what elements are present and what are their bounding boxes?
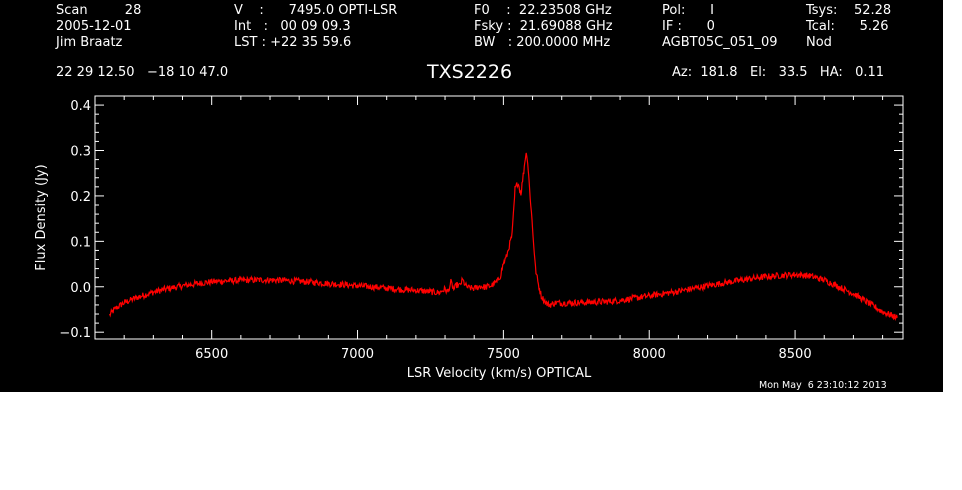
lst-line: LST : +22 35 59.6 — [234, 35, 352, 50]
bandwidth-line: BW : 200.0000 MHz — [474, 35, 611, 50]
if-line: IF : 0 — [662, 19, 715, 34]
plot-frame — [94, 95, 904, 340]
spectrum-trace — [109, 152, 898, 322]
tcal-line: Tcal: 5.26 — [806, 19, 889, 34]
scan-line: Scan 28 — [56, 3, 142, 18]
y-tick-label: −0.1 — [59, 326, 91, 341]
y-tick-label: 0.0 — [70, 281, 91, 296]
source-title: TXS2226 — [427, 61, 513, 83]
procedure-line: Nod — [806, 35, 832, 50]
x-tick-label: 7000 — [341, 347, 374, 362]
observer-line: Jim Braatz — [56, 35, 123, 50]
y-axis-label: Flux Density (Jy) — [34, 164, 49, 270]
spectrum-plot: 6500 7000 7500 8000 8500 −0.1 0.0 0.1 0.2 0.3 0.4 L… — [34, 95, 904, 381]
x-axis-label: LSR Velocity (km/s) OPTICAL — [407, 366, 592, 381]
y-tick-label: 0.1 — [70, 235, 91, 250]
x-tick-label: 6500 — [195, 347, 228, 362]
x-tick-label: 8000 — [633, 347, 666, 362]
x-tick-label: 7500 — [487, 347, 520, 362]
velocity-line: V : 7495.0 OPTI-LSR — [234, 3, 398, 18]
y-tick-label: 0.2 — [70, 190, 91, 205]
project-line: AGBT05C_051_09 — [662, 35, 778, 50]
y-tick-label: 0.3 — [70, 145, 91, 160]
y-tick-label: 0.4 — [70, 99, 91, 114]
tsys-line: Tsys: 52.28 — [806, 3, 892, 18]
date-line: 2005-12-01 — [56, 19, 132, 34]
pointing-line: Az: 181.8 El: 33.5 HA: 0.11 — [672, 65, 885, 80]
sky-frequency-line: Fsky : 21.69088 GHz — [474, 19, 613, 34]
spectrum-panel: Scan 28 2005-12-01 Jim Braatz V : 7495.0… — [0, 0, 943, 392]
timestamp: Mon May 6 23:10:12 2013 — [759, 380, 887, 391]
coordinates-line: 22 29 12.50 −18 10 47.0 — [56, 65, 229, 80]
polarization-line: Pol: I — [662, 3, 714, 18]
rest-frequency-line: F0 : 22.23508 GHz — [474, 3, 612, 18]
x-tick-label: 8500 — [779, 347, 812, 362]
integration-line: Int : 00 09 09.3 — [234, 19, 351, 34]
